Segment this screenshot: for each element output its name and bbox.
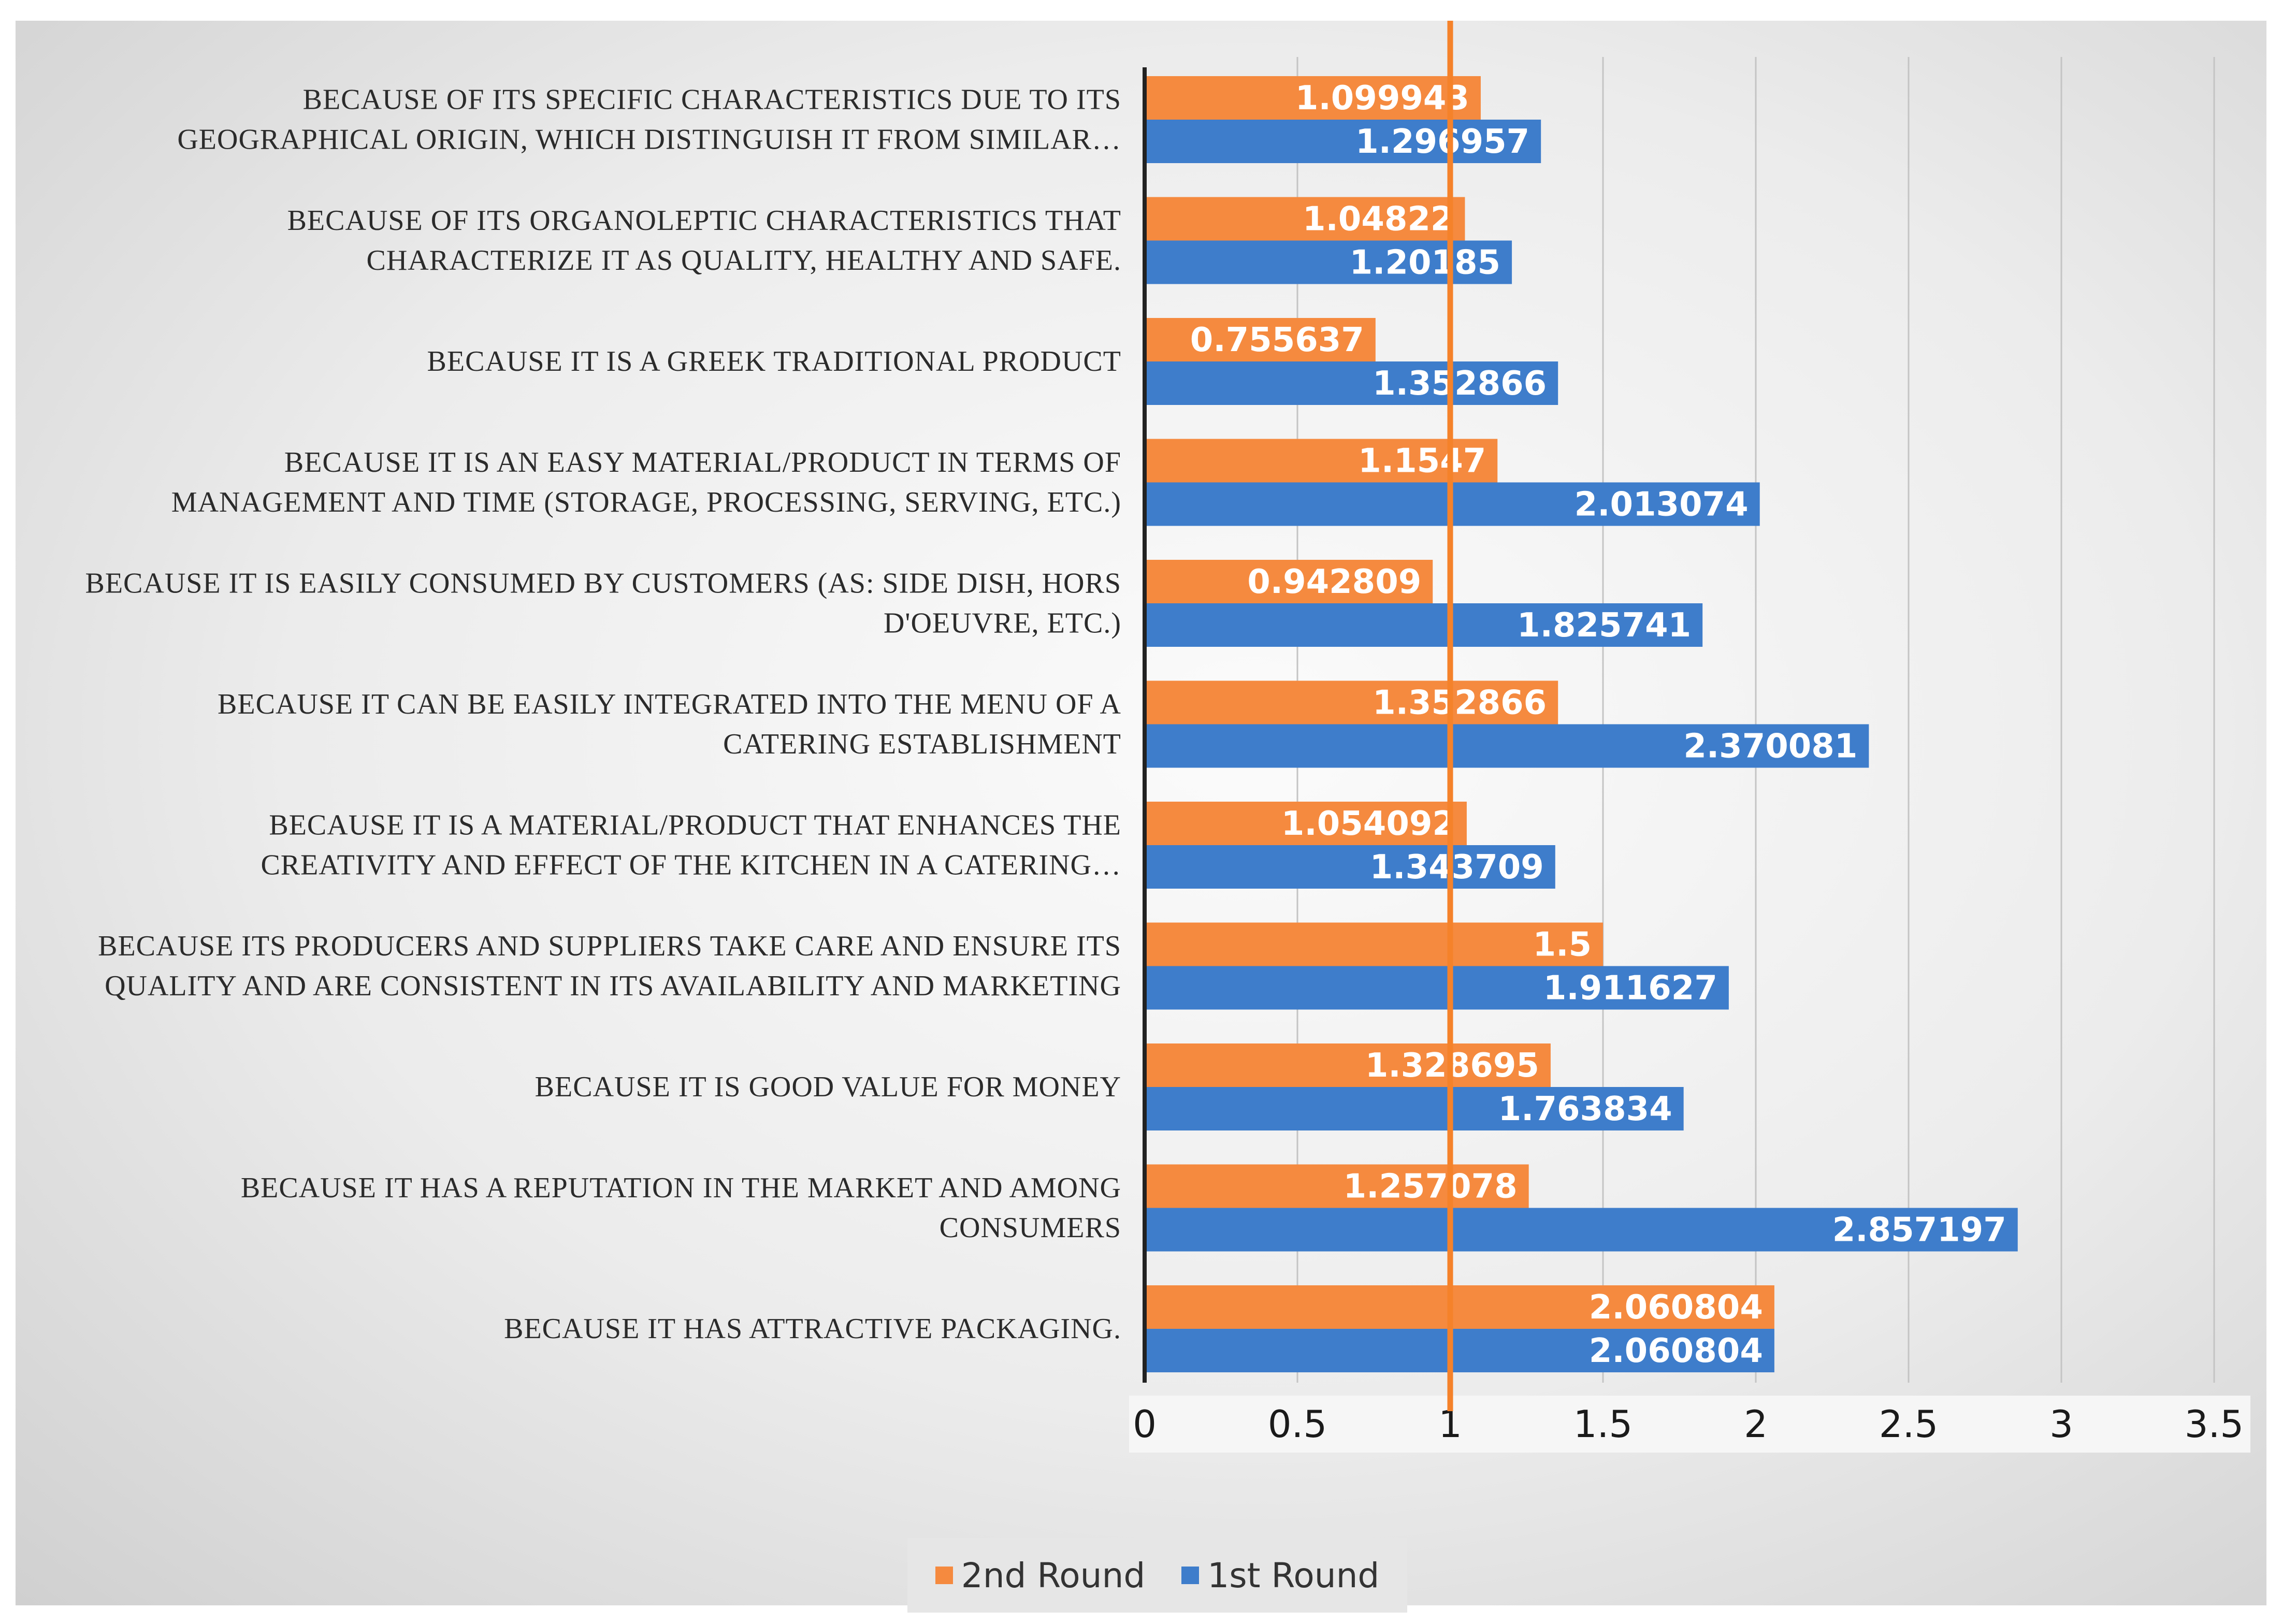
legend-swatch-1st-round [1181, 1567, 1200, 1584]
category-label-line: BECAUSE ITS PRODUCERS AND SUPPLIERS TAKE… [98, 930, 1121, 962]
data-label: 2.370081 [1683, 728, 1857, 766]
legend-label-1st-round: 1st Round [1207, 1555, 1380, 1596]
category-label: BECAUSE IT IS A MATERIAL/PRODUCT THAT EN… [261, 809, 1121, 881]
bar-2nd-round [1145, 197, 1465, 241]
data-label: 1.763834 [1498, 1090, 1672, 1128]
legend-item-2nd-round: 2nd Round [935, 1555, 1146, 1596]
bar-1st-round [1145, 361, 1558, 405]
data-label: 1.911627 [1543, 969, 1717, 1008]
category-label: BECAUSE IT CAN BE EASILY INTEGRATED INTO… [218, 688, 1121, 760]
data-label: 1.099943 [1295, 79, 1469, 118]
category-label-line: CONSUMERS [940, 1212, 1121, 1244]
legend-item-1st-round: 1st Round [1181, 1556, 1379, 1596]
category-label-line: MANAGEMENT AND TIME (STORAGE, PROCESSING… [171, 486, 1121, 518]
bar-2nd-round [1145, 1043, 1551, 1087]
x-tick-label: 2.5 [1879, 1402, 1939, 1446]
data-label: 1.343709 [1370, 848, 1544, 887]
x-tick-label: 0 [1133, 1402, 1157, 1446]
category-label: BECAUSE IT IS GOOD VALUE FOR MONEY [535, 1071, 1121, 1103]
legend-label-2nd-round: 2nd Round [961, 1555, 1146, 1596]
bar-1st-round [1145, 1329, 1774, 1372]
category-label-line: BECAUSE IT HAS ATTRACTIVE PACKAGING. [504, 1313, 1121, 1345]
bar-1st-round [1145, 724, 1869, 768]
category-label-line: BECAUSE IT IS AN EASY MATERIAL/PRODUCT I… [284, 446, 1121, 479]
category-label-line: BECAUSE IT IS A GREEK TRADITIONAL PRODUC… [427, 345, 1121, 378]
x-tick-label: 3 [2049, 1402, 2073, 1446]
category-label-line: CATERING ESTABLISHMENT [723, 728, 1121, 760]
category-label: BECAUSE ITS PRODUCERS AND SUPPLIERS TAKE… [98, 930, 1121, 1002]
data-label: 1.1547 [1358, 442, 1486, 481]
category-label-line: BECAUSE IT CAN BE EASILY INTEGRATED INTO… [218, 688, 1121, 720]
data-label: 1.04822 [1303, 200, 1454, 239]
bar-1st-round [1145, 845, 1555, 889]
x-axis-strip [1129, 1396, 2250, 1453]
legend-swatch-2nd-round [935, 1567, 953, 1584]
category-label-line: BECAUSE OF ITS ORGANOLEPTIC CHARACTERIST… [287, 205, 1121, 237]
bar-1st-round [1145, 1208, 2018, 1252]
data-label: 1.5 [1533, 926, 1592, 964]
bar-1st-round [1145, 120, 1541, 163]
category-label-line: BECAUSE OF ITS SPECIFIC CHARACTERISTICS … [303, 84, 1121, 116]
bar-2nd-round [1145, 439, 1498, 483]
data-label: 2.857197 [1832, 1211, 2006, 1250]
bar-2nd-round [1145, 680, 1558, 724]
data-label: 1.054092 [1281, 805, 1455, 843]
category-label: BECAUSE OF ITS SPECIFIC CHARACTERISTICS … [177, 84, 1121, 156]
category-label: BECAUSE OF ITS ORGANOLEPTIC CHARACTERIST… [287, 205, 1121, 277]
legend: 2nd Round 1st Round [907, 1538, 1407, 1613]
data-label: 1.825741 [1517, 606, 1691, 645]
data-label: 0.942809 [1247, 563, 1421, 601]
data-label: 2.060804 [1589, 1288, 1763, 1327]
category-label: BECAUSE IT HAS A REPUTATION IN THE MARKE… [241, 1172, 1121, 1244]
category-label-line: CHARACTERIZE IT AS QUALITY, HEALTHY AND … [367, 244, 1122, 277]
category-label-line: QUALITY AND ARE CONSISTENT IN ITS AVAILA… [105, 970, 1121, 1002]
category-label-line: GEOGRAPHICAL ORIGIN, WHICH DISTINGUISH I… [177, 124, 1121, 156]
bar-1st-round [1145, 603, 1703, 647]
category-label: BECAUSE IT HAS ATTRACTIVE PACKAGING. [504, 1313, 1121, 1345]
category-label: BECAUSE IT IS A GREEK TRADITIONAL PRODUC… [427, 345, 1121, 378]
bar-2nd-round [1145, 1164, 1529, 1208]
category-label-line: D'OEUVRE, ETC.) [884, 607, 1121, 640]
category-label-line: BECAUSE IT HAS A REPUTATION IN THE MARKE… [241, 1172, 1121, 1204]
bar-2nd-round [1145, 76, 1481, 120]
x-tick-label: 2 [1744, 1402, 1768, 1446]
bar-2nd-round [1145, 318, 1376, 361]
x-tick-label: 3.5 [2185, 1402, 2244, 1446]
category-label-line: CREATIVITY AND EFFECT OF THE KITCHEN IN … [261, 849, 1121, 881]
category-label-line: BECAUSE IT IS GOOD VALUE FOR MONEY [535, 1071, 1121, 1103]
chart-frame: 1.099943 1.296957 BECAUSE OF ITS SPECIFIC … [16, 21, 2266, 1613]
category-label-line: BECAUSE IT IS A MATERIAL/PRODUCT THAT EN… [269, 809, 1121, 842]
data-label: 1.257078 [1344, 1168, 1518, 1206]
category-label-line: BECAUSE IT IS EASILY CONSUMED BY CUSTOME… [85, 568, 1121, 600]
bar-2nd-round [1145, 1285, 1774, 1329]
bar-1st-round [1145, 966, 1729, 1010]
data-label: 1.20185 [1350, 244, 1501, 282]
category-label: BECAUSE IT IS EASILY CONSUMED BY CUSTOME… [85, 568, 1121, 640]
data-label: 1.352866 [1373, 684, 1547, 722]
data-label: 2.013074 [1575, 486, 1749, 524]
bar-2nd-round [1145, 560, 1433, 603]
bar-2nd-round [1145, 922, 1603, 966]
data-label: 0.755637 [1190, 321, 1364, 359]
x-tick-label: 1.5 [1573, 1402, 1633, 1446]
bar-chart: 1.099943 1.296957 BECAUSE OF ITS SPECIFIC … [85, 21, 2250, 1453]
bar-1st-round [1145, 1087, 1684, 1130]
data-label: 2.060804 [1589, 1332, 1763, 1370]
bar-2nd-round [1145, 802, 1467, 845]
data-label: 1.352866 [1373, 365, 1547, 403]
category-label: BECAUSE IT IS AN EASY MATERIAL/PRODUCT I… [171, 446, 1121, 518]
x-tick-label: 0.5 [1268, 1402, 1327, 1446]
data-label: 1.296957 [1355, 123, 1529, 161]
